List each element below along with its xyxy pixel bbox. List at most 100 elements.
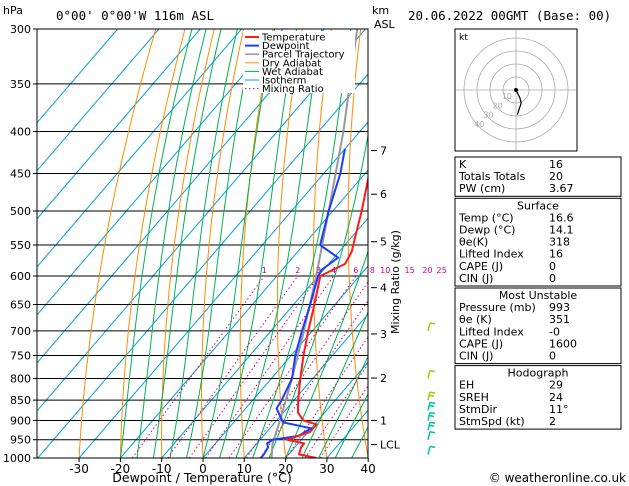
pressure-tick-label: 800 (10, 372, 31, 385)
isotherm-line (37, 29, 160, 172)
mixing-ratio-label: 2 (295, 266, 300, 275)
wet-adiabat-line (152, 29, 222, 458)
hodograph-table-value: 2 (549, 415, 556, 428)
wind-barb-flag (428, 394, 435, 397)
temperature-tick-label: -20 (111, 462, 131, 476)
wet-adiabat-line (318, 355, 368, 458)
temperature-line (285, 174, 368, 458)
hodograph-storm-marker (514, 88, 518, 92)
temperature-axis: -30 -20 -10 0 10 20 30 40 (69, 458, 376, 476)
profile-lines (260, 29, 368, 458)
pressure-tick-label: 850 (10, 394, 31, 407)
mixing-ratio-label: 25 (437, 266, 447, 275)
pressure-tick-label: 500 (10, 205, 31, 218)
wind-barb-flag (429, 430, 436, 434)
wind-barb-staff (427, 322, 431, 332)
wet-adiabat-line (202, 29, 276, 458)
wind-barb-flag (428, 424, 435, 427)
hodograph-table-value: 11° (549, 403, 569, 416)
stability-indices-label: Totals Totals (458, 170, 526, 183)
hodograph-ring-label: 20 (493, 101, 503, 110)
hodograph-ring-label: 40 (474, 120, 484, 129)
hodograph-trace (515, 89, 522, 115)
pressure-tick-label: 750 (10, 349, 31, 362)
stability-indices-value: 16 (549, 158, 563, 171)
hodograph-table-value: 24 (549, 391, 563, 404)
wet-adiabat-line (285, 250, 368, 458)
most-unstable-table-value: 993 (549, 301, 570, 314)
isotherm-line (37, 73, 368, 458)
mixing-ratio-label: 6 (353, 266, 358, 275)
wet-adiabat-line (235, 29, 323, 458)
pressure-tick-label: 400 (10, 126, 31, 139)
legend-background (243, 31, 355, 93)
wind-barb-staff (427, 412, 431, 421)
mixing-ratio-line (319, 385, 368, 458)
dry-adiabat-line (624, 29, 629, 458)
wet-adiabat-line (252, 29, 352, 458)
wet-adiabat-line (186, 29, 256, 458)
most-unstable-table-value: 1600 (549, 337, 577, 350)
isotherm-line (285, 361, 368, 458)
surface-table-value: 0 (549, 260, 556, 273)
mixing-ratio-label: 1 (262, 266, 267, 275)
parcel-trajectory-line (270, 29, 359, 458)
wet-adiabat-line (136, 29, 207, 458)
isotherm-line (78, 121, 368, 458)
height-tick-label: 2 (380, 372, 387, 385)
mixing-ratio-axis-title: Mixing Ratio (g/kg) (389, 230, 402, 334)
dry-adiabat-line (239, 29, 274, 458)
wet-adiabat-line (268, 132, 368, 458)
legend-label: Dry Adiabat (262, 58, 321, 69)
stability-indices-value: 3.67 (549, 182, 574, 195)
legend-label: Temperature (261, 33, 325, 44)
hodograph-ring-label: 10 (502, 92, 512, 101)
legend-label: Wet Adiabat (262, 67, 323, 78)
height-tick-label: 5 (380, 236, 387, 249)
isotherm-line (243, 313, 368, 458)
wind-profile (427, 322, 436, 455)
surface-table-value: 318 (549, 236, 570, 249)
mixing-ratio-line (259, 300, 368, 458)
hpa-unit-label: hPa (3, 4, 23, 17)
wet-adiabat-line (301, 310, 368, 458)
most-unstable-table-label: Lifted Index (459, 325, 524, 338)
wet-adiabat-line (219, 29, 298, 458)
height-tick-label: 7 (380, 145, 387, 158)
dry-adiabat-line (78, 29, 157, 458)
dry-adiabat-line (161, 29, 215, 458)
wind-barb-flag (429, 391, 436, 394)
most-unstable-table-label: θe (K) (459, 313, 492, 326)
wind-barb-staff (427, 391, 431, 401)
dry-adiabat-line (119, 29, 186, 458)
wind-barb-staff (427, 431, 431, 440)
wind-barb-flag (429, 445, 436, 449)
dewpoint-line (260, 148, 346, 458)
pressure-tick-label: 300 (10, 23, 31, 36)
pressure-tick-label: 900 (10, 414, 31, 427)
mixing-ratio-labels: 1 2 3 4 6 8 10 15 20 25 (262, 266, 447, 275)
height-tick-label: 6 (380, 188, 387, 201)
hodograph-ring-label: 30 (483, 111, 493, 120)
asl-unit-label: ASL (374, 18, 396, 31)
most-unstable-table-title: Most Unstable (499, 289, 578, 302)
pressure-tick-label: 700 (10, 325, 31, 338)
isotherm-line (37, 29, 119, 124)
wind-barb-flag (428, 414, 435, 418)
mixing-ratio-label: 10 (380, 266, 390, 275)
temperature-tick-label: 0 (199, 462, 207, 476)
stability-indices-label: PW (cm) (459, 182, 505, 195)
hodograph-table-label: SREH (459, 391, 489, 404)
hodograph-table-title: Hodograph (508, 367, 569, 380)
most-unstable-table-value: 0 (549, 350, 556, 363)
surface-table-label: CAPE (J) (459, 260, 503, 273)
wet-adiabat-line (119, 29, 193, 458)
mixing-ratio-label: 3 (316, 266, 321, 275)
wind-barb-staff (427, 446, 431, 455)
wind-barb-staff (427, 370, 431, 379)
most-unstable-table-label: CIN (J) (459, 350, 493, 363)
most-unstable-table-label: Pressure (mb) (459, 301, 536, 314)
